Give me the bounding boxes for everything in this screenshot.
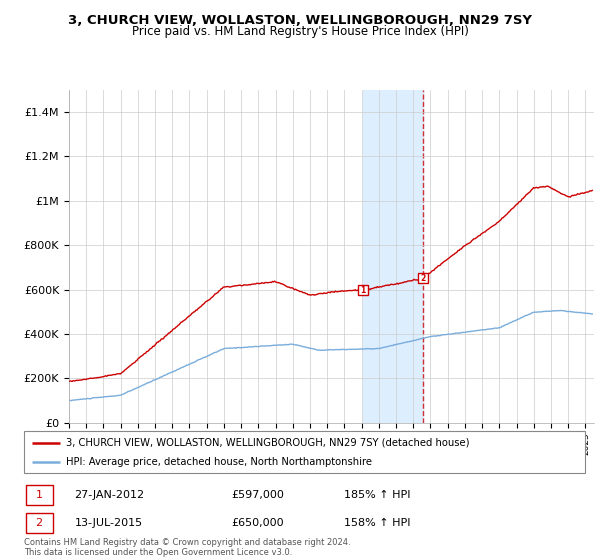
Text: 2: 2 (420, 274, 425, 283)
FancyBboxPatch shape (24, 431, 585, 473)
Bar (363, 90, 422, 423)
Text: 2: 2 (35, 518, 43, 528)
Text: £650,000: £650,000 (232, 518, 284, 528)
Text: 1: 1 (360, 286, 365, 295)
FancyBboxPatch shape (26, 485, 53, 505)
Text: 13-JUL-2015: 13-JUL-2015 (74, 518, 143, 528)
Text: £597,000: £597,000 (232, 490, 284, 500)
Text: 1: 1 (35, 490, 43, 500)
Text: Price paid vs. HM Land Registry's House Price Index (HPI): Price paid vs. HM Land Registry's House … (131, 25, 469, 38)
Text: HPI: Average price, detached house, North Northamptonshire: HPI: Average price, detached house, Nort… (66, 457, 372, 467)
Text: 3, CHURCH VIEW, WOLLASTON, WELLINGBOROUGH, NN29 7SY (detached house): 3, CHURCH VIEW, WOLLASTON, WELLINGBOROUG… (66, 437, 470, 447)
Text: 27-JAN-2012: 27-JAN-2012 (74, 490, 145, 500)
Text: Contains HM Land Registry data © Crown copyright and database right 2024.
This d: Contains HM Land Registry data © Crown c… (24, 538, 350, 557)
FancyBboxPatch shape (26, 513, 53, 533)
Text: 3, CHURCH VIEW, WOLLASTON, WELLINGBOROUGH, NN29 7SY: 3, CHURCH VIEW, WOLLASTON, WELLINGBOROUG… (68, 14, 532, 27)
Text: 158% ↑ HPI: 158% ↑ HPI (344, 518, 410, 528)
Text: 185% ↑ HPI: 185% ↑ HPI (344, 490, 410, 500)
